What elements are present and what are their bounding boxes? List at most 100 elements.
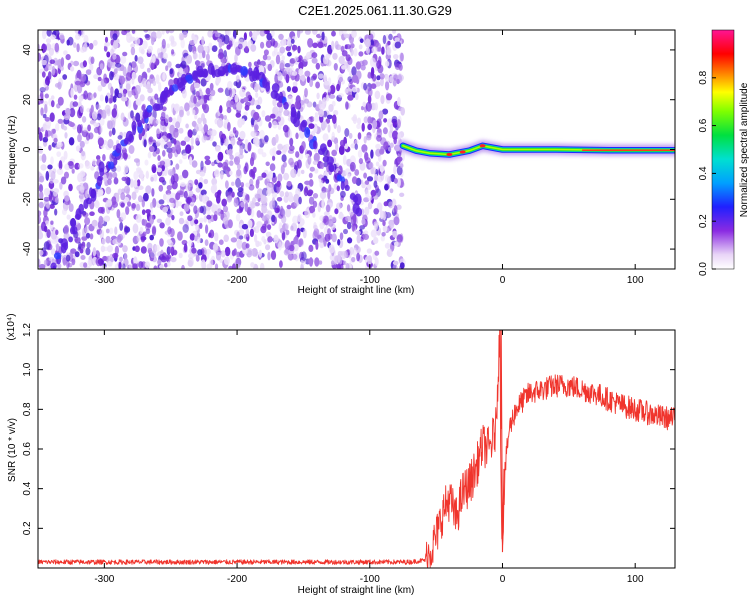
heatmap-noise-cell — [282, 124, 289, 133]
heatmap-noise-cell — [83, 34, 89, 44]
heatmap-noise-cell — [316, 92, 320, 100]
heatmap-noise-cell — [167, 261, 171, 267]
heatmap-noise-cell — [389, 75, 394, 83]
heatmap-noise-cell — [248, 61, 252, 68]
heatmap-noise-cell — [197, 249, 203, 256]
heatmap-noise-cell — [298, 61, 304, 71]
heatmap-noise-cell — [53, 137, 58, 143]
heatmap-noise-cell — [159, 160, 166, 166]
heatmap-noise-cell — [381, 232, 386, 237]
heatmap-hotspot — [479, 144, 486, 148]
heatmap-noise-cell — [41, 71, 46, 78]
heatmap-noise-cell — [216, 117, 224, 128]
heatmap-noise-cell — [267, 63, 273, 72]
heatmap-noise-cell — [224, 138, 229, 147]
heatmap-noise-cell — [270, 113, 276, 119]
heatmap-noise-cell — [113, 40, 119, 50]
heatmap-noise-cell — [233, 81, 238, 87]
heatmap-noise-cell — [361, 122, 365, 132]
heatmap-noise-cell — [140, 236, 147, 241]
heatmap-noise-cell — [276, 116, 281, 122]
heatmap-noise-cell — [152, 151, 157, 157]
heatmap-noise-cell — [107, 245, 113, 253]
heatmap-noise-cell — [285, 74, 290, 84]
heatmap-noise-cell — [313, 228, 320, 238]
heatmap-noise-cell — [126, 33, 133, 43]
heatmap-noise-cell — [339, 139, 346, 148]
heatmap-noise-cell — [343, 228, 348, 235]
heatmap-noise-cell — [275, 54, 281, 65]
heatmap-noise-cell — [55, 243, 60, 252]
heatmap-noise-cell — [382, 225, 388, 233]
heatmap-noise-cell — [313, 115, 320, 122]
heatmap-noise-cell — [327, 45, 333, 56]
heatmap-noise-cell — [79, 140, 85, 148]
heatmap-noise-cell — [272, 146, 277, 157]
heatmap-noise-cell — [157, 52, 164, 59]
heatmap-noise-cell — [392, 230, 398, 238]
heatmap-noise-cell — [203, 215, 207, 223]
heatmap-noise-cell — [400, 52, 404, 62]
heatmap-noise-cell — [374, 102, 379, 111]
heatmap-noise-cell — [296, 167, 301, 177]
heatmap-noise-cell — [40, 164, 47, 171]
heatmap-noise-cell — [197, 117, 203, 124]
heatmap-noise-cell — [330, 260, 335, 266]
heatmap-noise-cell — [162, 52, 168, 60]
heatmap-noise-cell — [178, 127, 184, 134]
heatmap-noise-cell — [250, 208, 255, 218]
heatmap-noise-cell — [333, 137, 339, 145]
heatmap-noise-cell — [261, 204, 267, 214]
heatmap-noise-cell — [239, 88, 246, 98]
heatmap-noise-cell — [161, 106, 167, 112]
heatmap-noise-cell — [85, 232, 91, 239]
heatmap-noise-cell — [204, 155, 211, 161]
heatmap-noise-cell — [162, 72, 166, 81]
heatmap-noise-cell — [178, 217, 185, 225]
heatmap-noise-cell — [300, 169, 305, 175]
heatmap-noise-cell — [240, 201, 245, 208]
heatmap-noise-cell — [352, 247, 357, 257]
colorbar-label: Normalized spectral amplitude — [739, 82, 750, 217]
heatmap-noise-cell — [303, 98, 310, 104]
heatmap-noise-cell — [113, 67, 118, 75]
heatmap-noise-cell — [262, 54, 268, 61]
heatmap-noise-cell — [43, 241, 50, 250]
heatmap-noise-cell — [342, 155, 347, 166]
heatmap-noise-cell — [266, 182, 273, 191]
heatmap-noise-cell — [63, 114, 71, 121]
heatmap-noise-cell — [159, 263, 164, 269]
heatmap-noise-cell — [132, 263, 138, 269]
heatmap-noise-cell — [367, 255, 373, 265]
heatmap-noise-cell — [380, 171, 385, 181]
heatmap-noise-cell — [217, 87, 224, 93]
heatmap-noise-cell — [168, 30, 175, 34]
heatmap-noise-cell — [116, 165, 122, 172]
heatmap-noise-cell — [273, 234, 279, 244]
heatmap-noise-cell — [165, 166, 169, 173]
heatmap-noise-cell — [266, 188, 271, 197]
heatmap-noise-cell — [314, 257, 320, 267]
heatmap-noise-cell — [54, 83, 61, 88]
heatmap-noise-cell — [267, 251, 271, 261]
heatmap-noise-cell — [229, 100, 235, 108]
heatmap-noise-cell — [149, 202, 154, 209]
heatmap-noise-cell — [356, 234, 361, 244]
heatmap-noise-cell — [298, 196, 302, 205]
heatmap-noise-cell — [93, 74, 99, 80]
heatmap-noise-cell — [153, 173, 158, 182]
chart-title: C2E1.2025.061.11.30.G29 — [298, 3, 452, 18]
heatmap-noise-cell — [324, 233, 331, 242]
heatmap-noise-cell — [227, 219, 233, 229]
heatmap-noise-cell — [226, 195, 232, 203]
heatmap-arc-cell — [185, 74, 193, 82]
heatmap-noise-cell — [293, 236, 299, 246]
heatmap-noise-cell — [114, 226, 118, 235]
heatmap-noise-cell — [297, 214, 302, 223]
heatmap-arc-cell — [108, 161, 115, 170]
heatmap-noise-cell — [38, 52, 42, 62]
heatmap-noise-cell — [143, 192, 149, 202]
heatmap-noise-cell — [170, 257, 177, 263]
heatmap-arc-cell — [60, 238, 68, 248]
heatmap-noise-cell — [219, 258, 224, 264]
